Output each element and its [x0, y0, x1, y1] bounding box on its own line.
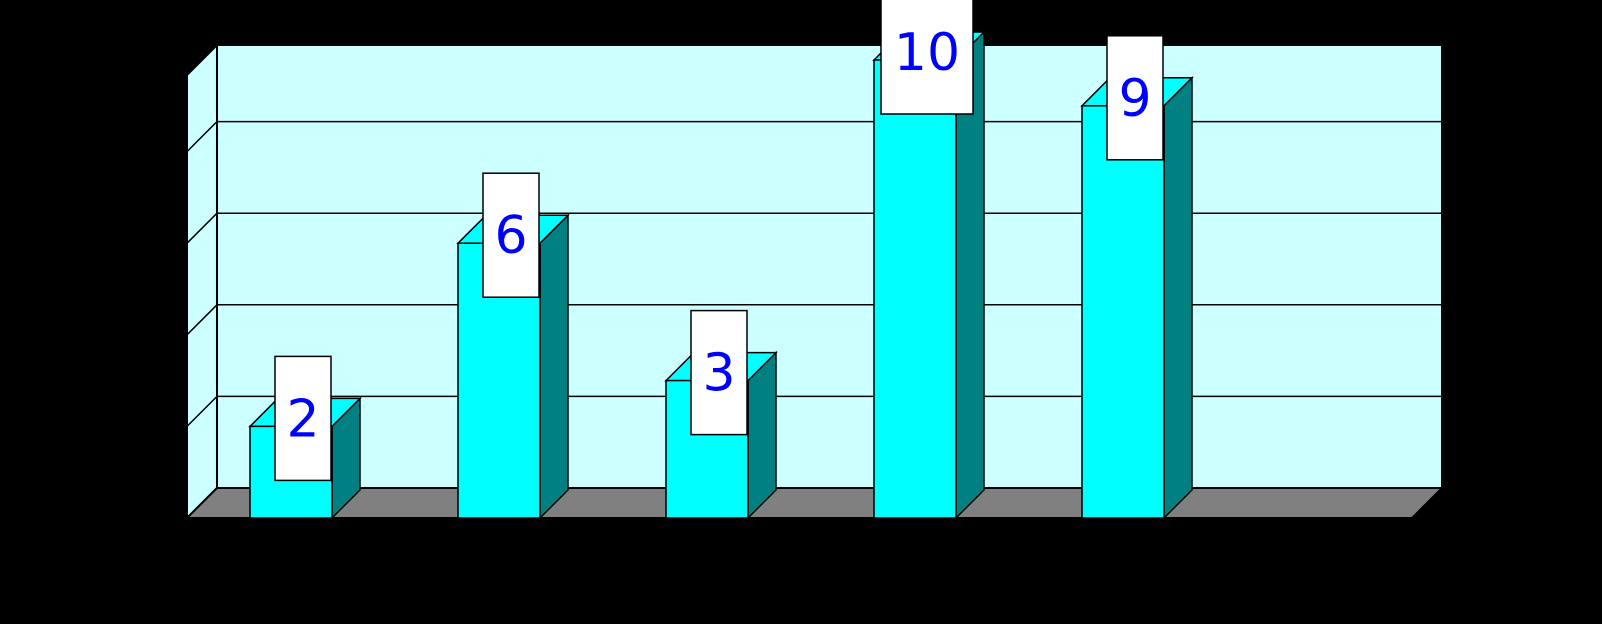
- chart-walls: [184, 42, 1445, 521]
- bar-front: [873, 59, 957, 519]
- data-label-text: 3: [702, 344, 735, 404]
- floor: [184, 487, 1445, 519]
- gridline-side: [186, 395, 218, 427]
- data-label-box: [274, 355, 332, 482]
- bar-side: [1163, 75, 1193, 520]
- data-label-box: [880, 0, 974, 115]
- data-label: 3: [690, 309, 748, 436]
- data-label: 9: [1106, 35, 1164, 161]
- bar-side: [539, 213, 569, 520]
- data-label: 6: [482, 172, 540, 298]
- bar: [1080, 75, 1194, 520]
- gridline-side: [186, 212, 218, 244]
- data-label-text: 10: [894, 23, 960, 83]
- data-label-box: [1106, 35, 1164, 161]
- side-wall: [186, 42, 218, 521]
- data-label-text: 9: [1118, 69, 1151, 129]
- data-label: 10: [880, 0, 974, 115]
- gridline-side: [186, 304, 218, 336]
- data-label-box: [690, 309, 748, 436]
- bar-front: [1081, 105, 1165, 519]
- data-label-text: 2: [286, 389, 319, 449]
- data-label-text: 6: [494, 206, 527, 266]
- gridline-side: [186, 121, 218, 153]
- back-wall: [216, 44, 1443, 489]
- bar: [872, 30, 986, 520]
- data-label-box: [482, 172, 540, 298]
- gridlines: [186, 120, 1442, 427]
- data-label: 2: [274, 355, 332, 482]
- data-labels: 2 6 3 10 9: [274, 0, 1164, 482]
